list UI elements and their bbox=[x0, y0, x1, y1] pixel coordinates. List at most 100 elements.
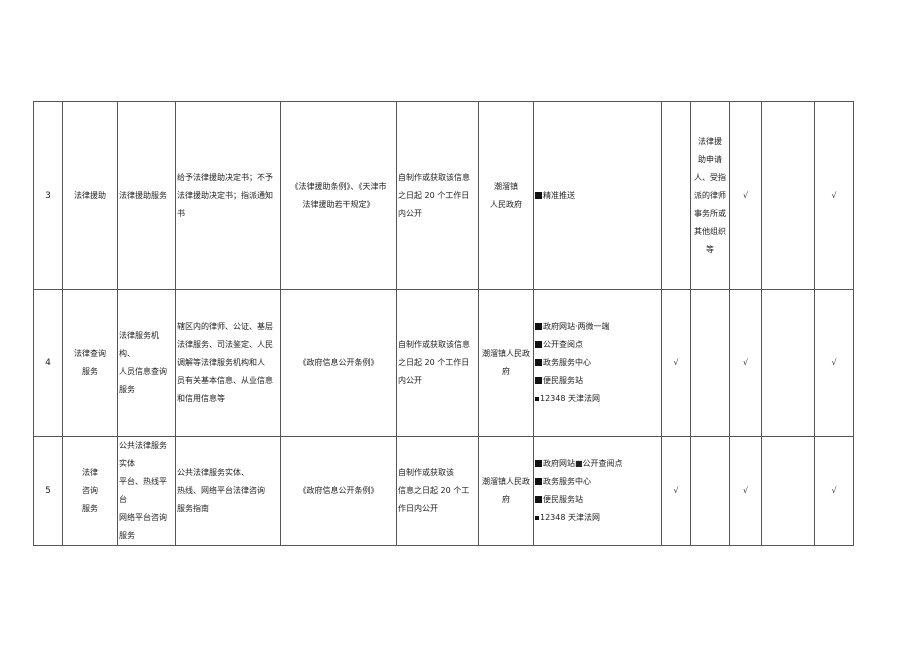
check-col-5: √ bbox=[814, 289, 854, 437]
check-col-1: √ bbox=[661, 436, 691, 546]
cell-line: 府 bbox=[502, 495, 510, 504]
cell-line: 服务 bbox=[82, 504, 98, 513]
channel-item: 精准推送 bbox=[535, 187, 660, 205]
cell-line: 自制作或获取该信息 bbox=[398, 172, 470, 182]
channel-item: 政府网站·两微一端 bbox=[535, 318, 660, 336]
cell-line: 潮溜镇人民政 bbox=[482, 349, 530, 358]
basis-cell: 《政府信息公开条例》 bbox=[280, 436, 397, 546]
subitem-cell: 法律服务机构、 人员信息查询 服务 bbox=[117, 289, 176, 437]
cell-line: 潮溜镇 bbox=[494, 181, 518, 191]
cell-line: 法律援助服务 bbox=[119, 190, 167, 200]
channel-label: 政务服务中心 bbox=[543, 358, 591, 367]
cell-line: 府 bbox=[502, 367, 510, 376]
cell-line: 公共法律服务 bbox=[119, 441, 167, 450]
cell-line: 咨询 bbox=[82, 486, 98, 495]
cell-line: 《法律援助条例》、《天津市 bbox=[290, 181, 387, 191]
time-limit-cell: 自制作或获取该信息之日起 20 个工作日内公开 bbox=[396, 436, 479, 546]
cell-line: 给予法律援助决定书；不予 bbox=[177, 172, 273, 182]
channel-label: 便民服务站 bbox=[543, 495, 583, 504]
target-cell: 法律援 助申请 人、受指 派的律师 事务所或 其他组织等 bbox=[690, 101, 730, 290]
cell-line: 其他组织 bbox=[694, 226, 726, 236]
check-col-3: √ bbox=[729, 436, 762, 546]
cell-line: 人员信息查询 bbox=[119, 367, 167, 376]
cell-line: 法律服务、司法鉴定、人民 bbox=[177, 340, 273, 349]
item-cell: 法律查询 服务 bbox=[62, 289, 118, 437]
disclosure-table: 3 法律援助 法律援助服务 给予法律援助决定书；不予 法律援助决定书；指派通知书《法律援… bbox=[33, 101, 854, 546]
target-cell bbox=[690, 289, 730, 437]
cell-line: 法律援助 bbox=[74, 190, 106, 200]
time-limit-cell: 自制作或获取该信息之日起 20 个工作日内公开 bbox=[396, 101, 479, 290]
row-number: 4 bbox=[33, 289, 63, 437]
check-col-3: √ bbox=[729, 289, 762, 437]
content-cell: 给予法律援助决定书；不予 法律援助决定书；指派通知书 bbox=[175, 101, 281, 290]
cell-line: 作日内公开 bbox=[398, 504, 438, 513]
cell-line: 热线、网络平台法律咨询 bbox=[177, 486, 265, 495]
check-col-5: √ bbox=[814, 436, 854, 546]
channels-cell: 政府网站·两微一端公开查阅点政务服务中心 便民服务站 12348 天津法网 bbox=[533, 289, 662, 437]
table-row: 5 法律 咨询 服务 公共法律服务 实体 平台、热线平台 网络平台咨询 服务 公共法律服务实体、热… bbox=[33, 436, 854, 546]
content-cell: 辖区内的律师、公证、基层 法律服务、司法鉴定、人民 调解等法律服务机构和人 员有关基本… bbox=[175, 289, 281, 437]
target-cell bbox=[690, 436, 730, 546]
cell-line: 之日起 20 个工作日 bbox=[398, 190, 470, 200]
channels-cell: 精准推送 bbox=[533, 101, 662, 290]
cell-line: 法律援助若干规定》 bbox=[302, 199, 375, 209]
channel-item: 政府网站■公开查阅点 bbox=[535, 455, 660, 473]
square-bullet-icon bbox=[535, 496, 542, 503]
cell-line: 人民政府 bbox=[490, 199, 522, 209]
subitem-cell: 公共法律服务 实体 平台、热线平台 网络平台咨询 服务 bbox=[117, 436, 176, 546]
row-number: 5 bbox=[33, 436, 63, 546]
channel-label: 政府网站·两微一端 bbox=[543, 322, 610, 331]
table-row: 3 法律援助 法律援助服务 给予法律援助决定书；不予 法律援助决定书；指派通知书《法律援… bbox=[33, 101, 854, 290]
item-cell: 法律 咨询 服务 bbox=[62, 436, 118, 546]
cell-line: 法律查询 bbox=[74, 349, 106, 358]
channel-item: 便民服务站 bbox=[535, 372, 660, 390]
square-bullet-icon bbox=[535, 478, 542, 485]
content-cell: 公共法律服务实体、热线、网络平台法律咨询 服务指南 bbox=[175, 436, 281, 546]
cell-line: 辖区内的律师、公证、基层 bbox=[177, 322, 273, 331]
channel-label: 政府网站■公开查阅点 bbox=[543, 459, 623, 468]
cell-line: 潮溜镇人民政 bbox=[482, 477, 530, 486]
cell-line: 和信用信息等 bbox=[177, 394, 225, 403]
channel-item: 政务服务中心 bbox=[535, 473, 660, 491]
cell-line: 实体 bbox=[119, 459, 135, 468]
cell-line: 自制作或获取该 bbox=[398, 468, 454, 477]
table-row: 4 法律查询 服务 法律服务机构、 人员信息查询 服务 辖区内的律师、公证、基层 法律服务、司… bbox=[33, 289, 854, 437]
channel-label: 精准推送 bbox=[543, 190, 575, 200]
cell-line: 服务 bbox=[119, 531, 135, 540]
channel-label: 12348 天津法网 bbox=[540, 394, 600, 403]
cell-line: 法律 bbox=[82, 468, 98, 477]
cell-line: 内公开 bbox=[398, 376, 422, 385]
check-col-4 bbox=[761, 436, 815, 546]
row-number: 3 bbox=[33, 101, 63, 290]
check-col-4 bbox=[761, 289, 815, 437]
cell-line: 法律援助决定书；指派通知 bbox=[177, 190, 273, 200]
check-col-4 bbox=[761, 101, 815, 290]
cell-line: 《政府信息公开条例》 bbox=[298, 358, 379, 367]
cell-line: 信息之日起 20 个工 bbox=[398, 486, 470, 495]
square-bullet-icon bbox=[535, 397, 539, 401]
cell-line: 派的律师 bbox=[694, 190, 726, 200]
square-bullet-icon bbox=[535, 323, 542, 330]
channel-label: 便民服务站 bbox=[543, 376, 583, 385]
cell-line: 服务 bbox=[82, 367, 98, 376]
channel-item: 12348 天津法网 bbox=[535, 509, 660, 527]
square-bullet-icon bbox=[535, 377, 542, 384]
time-limit-cell: 自制作或获取该信息之日起 20 个工作日内公开 bbox=[396, 289, 479, 437]
subject-cell: 潮溜镇人民政府 bbox=[478, 436, 534, 546]
subject-cell: 潮溜镇人民政府 bbox=[478, 101, 534, 290]
channel-item: 公开查阅点 bbox=[535, 336, 660, 354]
cell-line: 等 bbox=[706, 244, 714, 254]
cell-line: 网络平台咨询 bbox=[119, 513, 167, 522]
square-bullet-icon bbox=[535, 359, 542, 366]
channels-cell: 政府网站■公开查阅点政务服务中心便民服务站 12348 天津法网 bbox=[533, 436, 662, 546]
cell-line: 事务所或 bbox=[694, 208, 726, 218]
cell-line: 服务 bbox=[119, 385, 135, 394]
square-bullet-icon bbox=[535, 460, 542, 467]
cell-line: 服务指南 bbox=[177, 504, 209, 513]
channel-item: 政务服务中心 bbox=[535, 354, 660, 372]
square-bullet-icon bbox=[535, 516, 539, 520]
cell-line: 调解等法律服务机构和人 bbox=[177, 358, 265, 367]
cell-line: 公共法律服务实体、 bbox=[177, 468, 249, 477]
basis-cell: 《政府信息公开条例》 bbox=[280, 289, 397, 437]
cell-line: 员有关基本信息、从业信息 bbox=[177, 376, 273, 385]
